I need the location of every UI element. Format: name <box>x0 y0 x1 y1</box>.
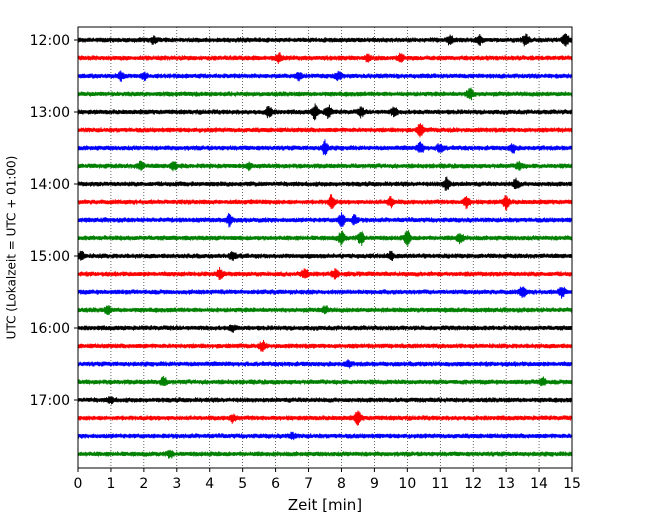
trace-1515 <box>77 266 573 281</box>
y-tick-label: 15:00 <box>30 249 70 265</box>
y-tick-label: 12:00 <box>30 33 70 49</box>
y-axis-label: UTC (Lokalzeit = UTC + 01:00) <box>5 156 19 340</box>
trace-1500 <box>77 250 573 262</box>
x-tick-label: 7 <box>304 476 313 492</box>
x-axis-label: Zeit [min] <box>288 496 362 514</box>
trace-1600 <box>77 324 573 333</box>
trace-1715 <box>77 410 573 426</box>
trace-1545 <box>77 305 573 316</box>
x-tick-label: 5 <box>238 476 247 492</box>
x-tick-label: 2 <box>139 476 148 492</box>
y-axis-ticks: 12:00 13:00 14:00 15:00 16:00 17:00 <box>30 33 78 409</box>
x-tick-label: 14 <box>530 476 548 492</box>
x-tick-label: 12 <box>464 476 482 492</box>
x-axis-ticks: 0 1 2 3 4 5 6 7 8 9 10 11 12 13 14 15 <box>74 468 581 492</box>
trace-1730 <box>77 431 573 441</box>
trace-1530 <box>77 286 573 299</box>
trace-1445 <box>77 230 573 247</box>
trace-1700 <box>77 396 573 405</box>
trace-1615 <box>77 339 573 353</box>
trace-1245 <box>77 87 573 101</box>
x-tick-label: 0 <box>74 476 83 492</box>
y-tick-label: 17:00 <box>30 393 70 409</box>
x-tick-label: 15 <box>563 476 581 492</box>
x-tick-label: 3 <box>172 476 181 492</box>
plot-frame <box>77 26 573 469</box>
y-tick-label: 13:00 <box>30 105 70 121</box>
x-tick-label: 11 <box>431 476 449 492</box>
x-tick-label: 9 <box>370 476 379 492</box>
trace-1645 <box>77 375 573 387</box>
trace-1330 <box>77 139 573 156</box>
x-tick-label: 8 <box>337 476 346 492</box>
x-tick-label: 4 <box>205 476 214 492</box>
trace-1300 <box>77 103 573 121</box>
trace-1630 <box>77 359 573 369</box>
y-tick-label: 14:00 <box>30 177 70 193</box>
x-tick-label: 10 <box>398 476 416 492</box>
trace-1215 <box>77 52 573 65</box>
trace-1230 <box>77 70 573 82</box>
x-tick-label: 1 <box>106 476 115 492</box>
trace-1315 <box>77 123 573 138</box>
trace-1415 <box>77 194 573 211</box>
x-tick-label: 6 <box>271 476 280 492</box>
x-tick-label: 13 <box>497 476 515 492</box>
trace-1430 <box>77 212 573 228</box>
trace-1200 <box>77 33 573 47</box>
y-tick-label: 16:00 <box>30 321 70 337</box>
trace-1745 <box>77 449 573 459</box>
trace-1400 <box>77 176 573 191</box>
trace-1345 <box>77 160 573 172</box>
seismic-traces <box>77 33 573 459</box>
